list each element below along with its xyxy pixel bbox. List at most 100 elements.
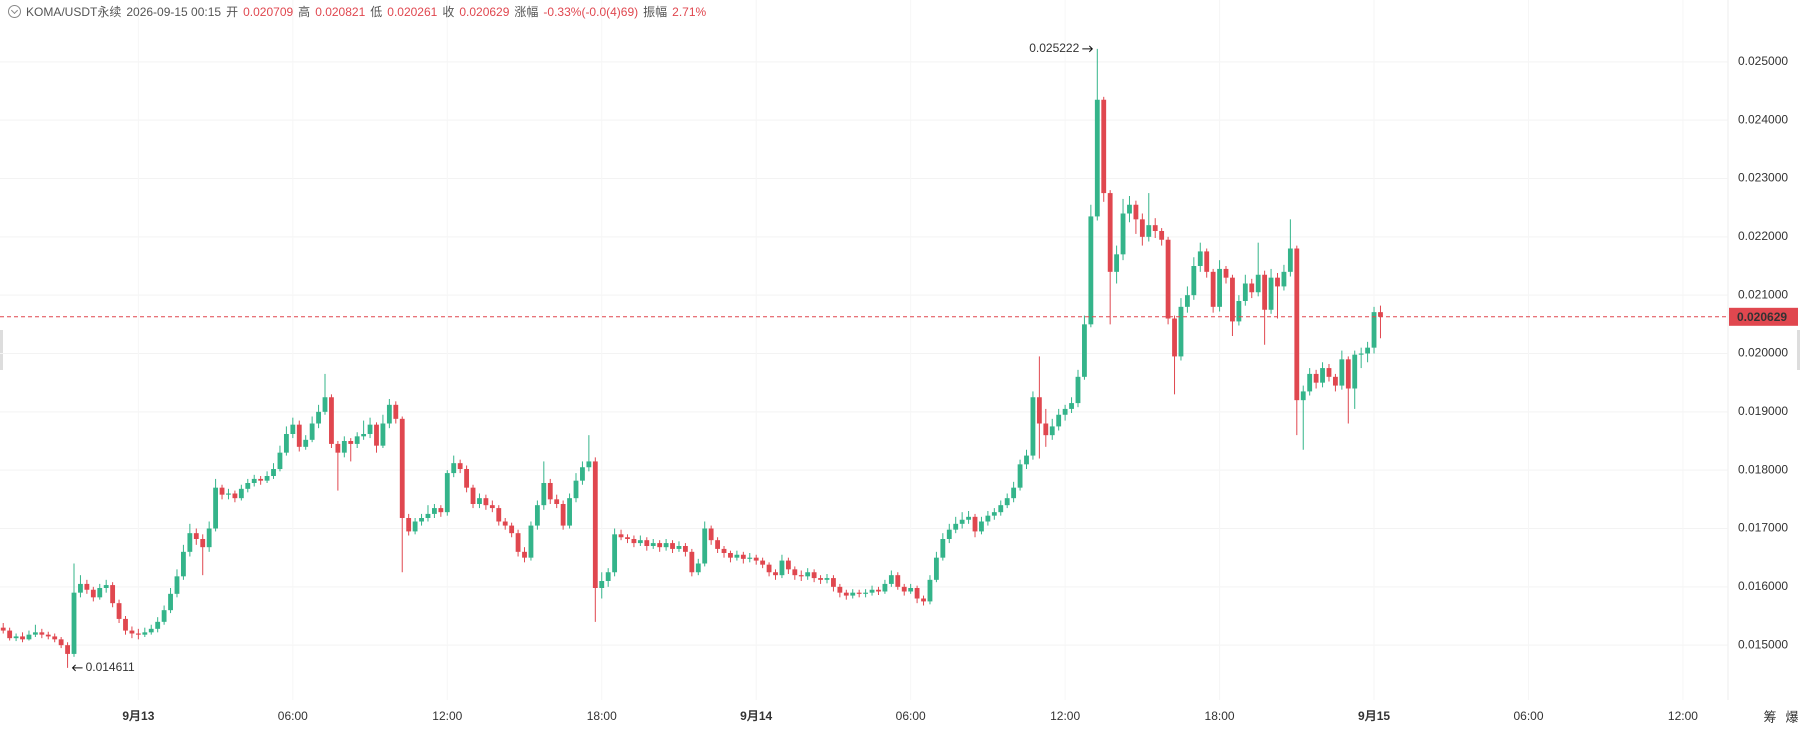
candle-body xyxy=(393,404,399,419)
candle-body xyxy=(161,610,167,622)
side-button[interactable]: 爆 xyxy=(1785,709,1798,724)
candle-body xyxy=(728,553,733,558)
candle-body xyxy=(554,499,560,504)
candle-body xyxy=(779,560,785,576)
candle-body xyxy=(682,546,688,552)
candle-body xyxy=(65,645,70,654)
candle-body xyxy=(361,434,367,437)
candle-body xyxy=(921,598,926,602)
candle-body xyxy=(1339,359,1345,386)
candle-body xyxy=(290,424,296,434)
candle-body xyxy=(1320,368,1325,383)
candle-body xyxy=(1011,487,1017,499)
candle-body xyxy=(528,525,534,558)
candle-body xyxy=(399,418,405,518)
candle-body xyxy=(1101,99,1107,194)
y-tick-label: 0.019000 xyxy=(1738,404,1788,418)
change-value: -0.33%(-0.0(4)69) xyxy=(543,4,639,19)
candle-body xyxy=(483,498,489,506)
candle-body xyxy=(798,575,804,577)
candle-body xyxy=(470,487,476,504)
candle-body xyxy=(1358,353,1364,355)
candle-body xyxy=(1062,408,1068,415)
candle-body xyxy=(734,554,740,558)
close-value: 0.020629 xyxy=(459,4,510,19)
candle-body xyxy=(271,469,276,476)
header: KOMA/USDT永续 2026-09-15 00:15 开 0.020709 … xyxy=(8,3,706,20)
right-tab[interactable] xyxy=(1797,330,1800,370)
candle-body xyxy=(354,436,360,444)
candle-body xyxy=(522,551,527,558)
candle-body xyxy=(895,575,901,587)
candle-body xyxy=(0,627,6,631)
candle-body xyxy=(1210,271,1216,307)
candle-body xyxy=(348,441,354,444)
y-tick-label: 0.023000 xyxy=(1738,171,1788,185)
candle-body xyxy=(1197,251,1203,266)
left-tab[interactable] xyxy=(0,330,3,370)
candle-body xyxy=(760,560,766,565)
candle-body xyxy=(1371,312,1377,348)
candle-body xyxy=(766,564,772,573)
y-tick-label: 0.015000 xyxy=(1738,637,1788,651)
candle-body xyxy=(129,630,135,634)
candle-body xyxy=(406,518,412,532)
candle-body xyxy=(1114,254,1120,272)
candle-body xyxy=(824,578,830,580)
candle-body xyxy=(303,439,309,447)
candle-body xyxy=(715,540,720,549)
candle-body xyxy=(97,588,103,598)
candle-body xyxy=(1217,268,1222,307)
x-tick-label: 9月15 xyxy=(1358,709,1390,723)
candle-body xyxy=(457,463,463,469)
amplitude-value: 2.71% xyxy=(672,4,707,19)
candle-body xyxy=(1255,274,1261,293)
candle-body xyxy=(142,632,148,635)
candle-body xyxy=(110,585,116,604)
candle-body xyxy=(502,521,508,526)
candle-body xyxy=(155,621,161,629)
candle-body xyxy=(959,519,965,524)
candle-body xyxy=(933,557,939,580)
candle-body xyxy=(13,636,19,639)
candle-body xyxy=(586,461,592,468)
amplitude-label: 振幅 xyxy=(643,5,668,19)
candle-body xyxy=(116,603,122,619)
candle-body xyxy=(991,512,997,516)
candle-body xyxy=(1139,219,1145,237)
candle-body xyxy=(637,540,643,544)
candle-body xyxy=(689,551,695,573)
candle-body xyxy=(341,441,347,453)
candle-body xyxy=(644,540,650,546)
candle-body xyxy=(1030,397,1036,456)
candle-body xyxy=(496,508,502,522)
candle-body xyxy=(52,636,58,640)
candle-body xyxy=(451,463,457,474)
candle-body xyxy=(1236,301,1242,322)
candle-body xyxy=(1378,312,1383,317)
candle-body xyxy=(7,630,13,639)
candle-body xyxy=(631,539,637,544)
high-label: 高 xyxy=(298,5,311,19)
candle-body xyxy=(329,397,334,444)
candle-body xyxy=(168,593,173,611)
side-button[interactable]: 筹 xyxy=(1763,709,1776,724)
candle-body xyxy=(193,533,199,539)
candle-body xyxy=(985,515,991,522)
candle-body xyxy=(386,404,392,424)
open-label: 开 xyxy=(226,5,239,19)
x-tick-label: 9月14 xyxy=(740,709,772,723)
y-tick-label: 0.016000 xyxy=(1738,579,1788,593)
candle-body xyxy=(747,557,753,559)
candle-body xyxy=(1268,277,1274,310)
candle-body xyxy=(1049,426,1055,436)
candle-body xyxy=(432,508,437,514)
candle-body xyxy=(547,483,553,500)
candle-body xyxy=(831,578,836,587)
candle-body xyxy=(245,483,251,489)
candle-body xyxy=(1313,373,1319,383)
candle-body xyxy=(187,533,193,552)
candle-body xyxy=(438,508,444,513)
candle-body xyxy=(258,478,264,481)
collapse-icon[interactable] xyxy=(8,5,21,18)
